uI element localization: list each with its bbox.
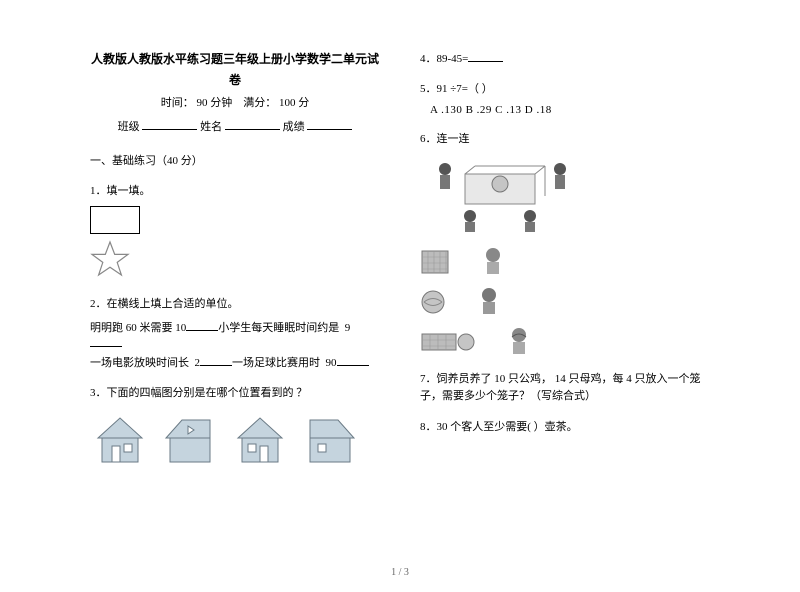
- q2-line1: 明明跑 60 米需要 10 小学生每天睡眠时间约是 9: [90, 319, 380, 350]
- rectangle-shape: [90, 206, 140, 234]
- blank: [90, 335, 122, 347]
- q4-text: 4．89-45=: [420, 53, 468, 65]
- grade-label: 成绩: [283, 121, 305, 133]
- q2-l1b: 小学生每天睡眠时间约是: [218, 322, 339, 334]
- child-icon: [506, 327, 532, 357]
- house-row: [90, 408, 380, 468]
- q2-l1a: 明明跑 60 米需要 10: [90, 322, 186, 334]
- q5: 5．91 ÷7=（ ）: [420, 80, 710, 96]
- class-blank: [142, 118, 197, 130]
- name-label: 姓名: [200, 121, 222, 133]
- score-label: 满分：: [243, 97, 276, 109]
- match-scene: [420, 154, 710, 237]
- page-number: 1 / 3: [391, 567, 409, 578]
- house-icon-1: [90, 408, 150, 468]
- rect-ball-icon: [420, 330, 476, 354]
- q8: 8．30 个客人至少需要( ）壶茶。: [420, 418, 710, 434]
- q2-l2c: 一场足球比赛用时: [232, 357, 320, 369]
- q2-l1c: 9: [345, 322, 351, 334]
- square-pattern-icon: [420, 249, 450, 275]
- q5-choices: A .130 B .29 C .13 D .18: [430, 104, 710, 116]
- grade-blank: [307, 118, 352, 130]
- doc-title-1: 人教版人教版水平练习题三年级上册小学数学二单元试: [90, 50, 380, 67]
- star-shape: [90, 240, 380, 281]
- q2: 2．在横线上填上合适的单位。: [90, 295, 380, 311]
- right-column: 4．89-45= 5．91 ÷7=（ ） A .130 B .29 C .13 …: [420, 50, 710, 468]
- q6: 6．连一连: [420, 130, 710, 146]
- q4: 4．89-45=: [420, 50, 710, 66]
- form-line: 班级 姓名 成绩: [90, 118, 380, 134]
- child-icon: [476, 287, 502, 317]
- score-unit: 分: [298, 97, 309, 109]
- q3: 3．下面的四幅图分别是在哪个位置看到的 ？: [90, 384, 380, 400]
- meta-line: 时间： 90 分钟 满分： 100 分: [90, 94, 380, 110]
- class-label: 班级: [118, 121, 140, 133]
- match-row-1: [420, 247, 710, 277]
- name-blank: [225, 118, 280, 130]
- q7: 7．饲养员养了 10 只公鸡， 14 只母鸡，每 4 只放入一个笼子，需要多少个…: [420, 371, 710, 404]
- section-1: 一、基础练习（40 分）: [90, 152, 380, 168]
- doc-title-2: 卷: [90, 71, 380, 88]
- child-icon: [480, 247, 506, 277]
- match-row-2: [420, 287, 710, 317]
- blank: [468, 50, 503, 62]
- time-value: 90: [197, 97, 208, 109]
- house-icon-4: [300, 408, 360, 468]
- blank: [200, 354, 232, 366]
- match-row-3: [420, 327, 710, 357]
- q2-line2: 一场电影放映时间长 2一场足球比赛用时 90: [90, 354, 380, 370]
- q2-l2d: 90: [326, 357, 337, 369]
- house-icon-2: [160, 408, 220, 468]
- time-label: 时间：: [161, 97, 194, 109]
- q2-l2a: 一场电影放映时间长: [90, 357, 189, 369]
- time-unit: 分钟: [210, 97, 232, 109]
- blank: [337, 354, 369, 366]
- blank: [186, 319, 218, 331]
- score-value: 100: [279, 97, 296, 109]
- house-icon-3: [230, 408, 290, 468]
- left-column: 人教版人教版水平练习题三年级上册小学数学二单元试 卷 时间： 90 分钟 满分：…: [90, 50, 380, 468]
- q1: 1．填一填。: [90, 182, 380, 198]
- ball-icon: [420, 289, 446, 315]
